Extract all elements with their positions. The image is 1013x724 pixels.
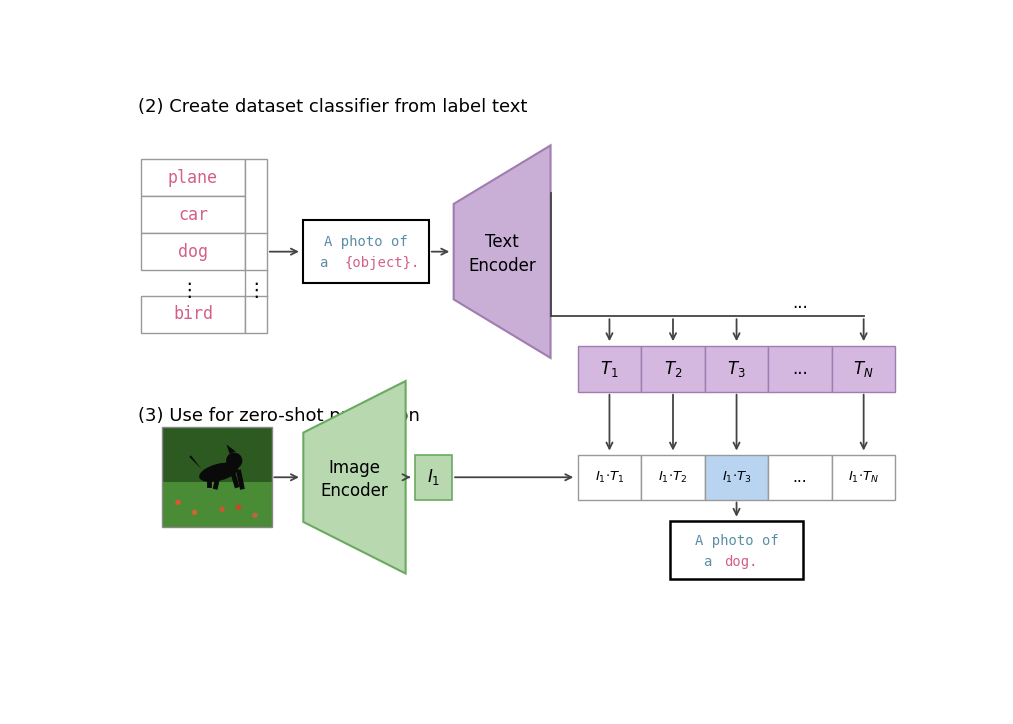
Bar	[768, 345, 832, 392]
Text: Image: Image	[328, 459, 381, 477]
Text: ⋮: ⋮	[246, 281, 265, 300]
Text: ...: ...	[792, 360, 808, 378]
Bar	[161, 427, 271, 527]
Text: A photo of: A photo of	[324, 235, 408, 249]
Bar	[577, 455, 641, 500]
Text: (2) Create dataset classifier from label text: (2) Create dataset classifier from label…	[138, 98, 528, 116]
Bar	[832, 455, 895, 500]
Bar	[245, 159, 266, 332]
Text: $T_2$: $T_2$	[664, 358, 682, 379]
Text: $I_1{\cdot}T_1$: $I_1{\cdot}T_1$	[595, 470, 624, 485]
Text: (3) Use for zero-shot prediction: (3) Use for zero-shot prediction	[138, 407, 420, 425]
Text: a: a	[320, 256, 337, 270]
Polygon shape	[303, 381, 405, 573]
Circle shape	[220, 507, 225, 512]
Text: ...: ...	[792, 295, 808, 313]
Circle shape	[175, 500, 180, 505]
Text: car: car	[178, 206, 208, 224]
Bar	[832, 345, 895, 392]
Text: $T_3$: $T_3$	[727, 358, 746, 379]
Bar	[141, 196, 245, 233]
Text: ...: ...	[793, 470, 807, 485]
Text: dog.: dog.	[724, 555, 758, 568]
Bar	[415, 455, 452, 500]
Bar	[141, 159, 245, 196]
Bar	[161, 482, 271, 527]
Circle shape	[236, 505, 241, 510]
Text: plane: plane	[168, 169, 218, 187]
Bar	[303, 220, 428, 283]
Text: dog: dog	[178, 243, 208, 261]
Bar	[641, 455, 705, 500]
Text: ⋮: ⋮	[179, 281, 199, 300]
Bar	[641, 345, 705, 392]
Polygon shape	[454, 146, 550, 358]
Polygon shape	[227, 445, 236, 454]
Text: $I_1{\cdot}T_3$: $I_1{\cdot}T_3$	[721, 470, 752, 485]
Text: A photo of: A photo of	[695, 534, 778, 548]
Bar	[705, 455, 768, 500]
Ellipse shape	[200, 463, 238, 482]
Text: $T_1$: $T_1$	[600, 358, 619, 379]
Text: $I_1{\cdot}T_2$: $I_1{\cdot}T_2$	[658, 470, 688, 485]
Text: Encoder: Encoder	[320, 482, 388, 500]
Text: $I_1{\cdot}T_N$: $I_1{\cdot}T_N$	[848, 470, 879, 485]
Bar	[670, 521, 803, 579]
Bar	[141, 233, 245, 270]
Polygon shape	[189, 455, 202, 469]
Bar	[577, 345, 641, 392]
Text: a: a	[704, 555, 721, 568]
Text: Encoder: Encoder	[468, 256, 536, 274]
Text: {object}.: {object}.	[344, 256, 420, 270]
Text: bird: bird	[173, 305, 213, 323]
Circle shape	[191, 510, 198, 515]
Text: $I_1$: $I_1$	[426, 467, 441, 487]
Text: Text: Text	[485, 233, 519, 251]
Bar	[705, 345, 768, 392]
Bar	[161, 427, 271, 527]
Bar	[141, 295, 245, 332]
Circle shape	[252, 513, 257, 518]
Circle shape	[226, 452, 242, 469]
Bar	[161, 427, 271, 482]
Text: $T_N$: $T_N$	[853, 358, 874, 379]
Bar	[768, 455, 832, 500]
